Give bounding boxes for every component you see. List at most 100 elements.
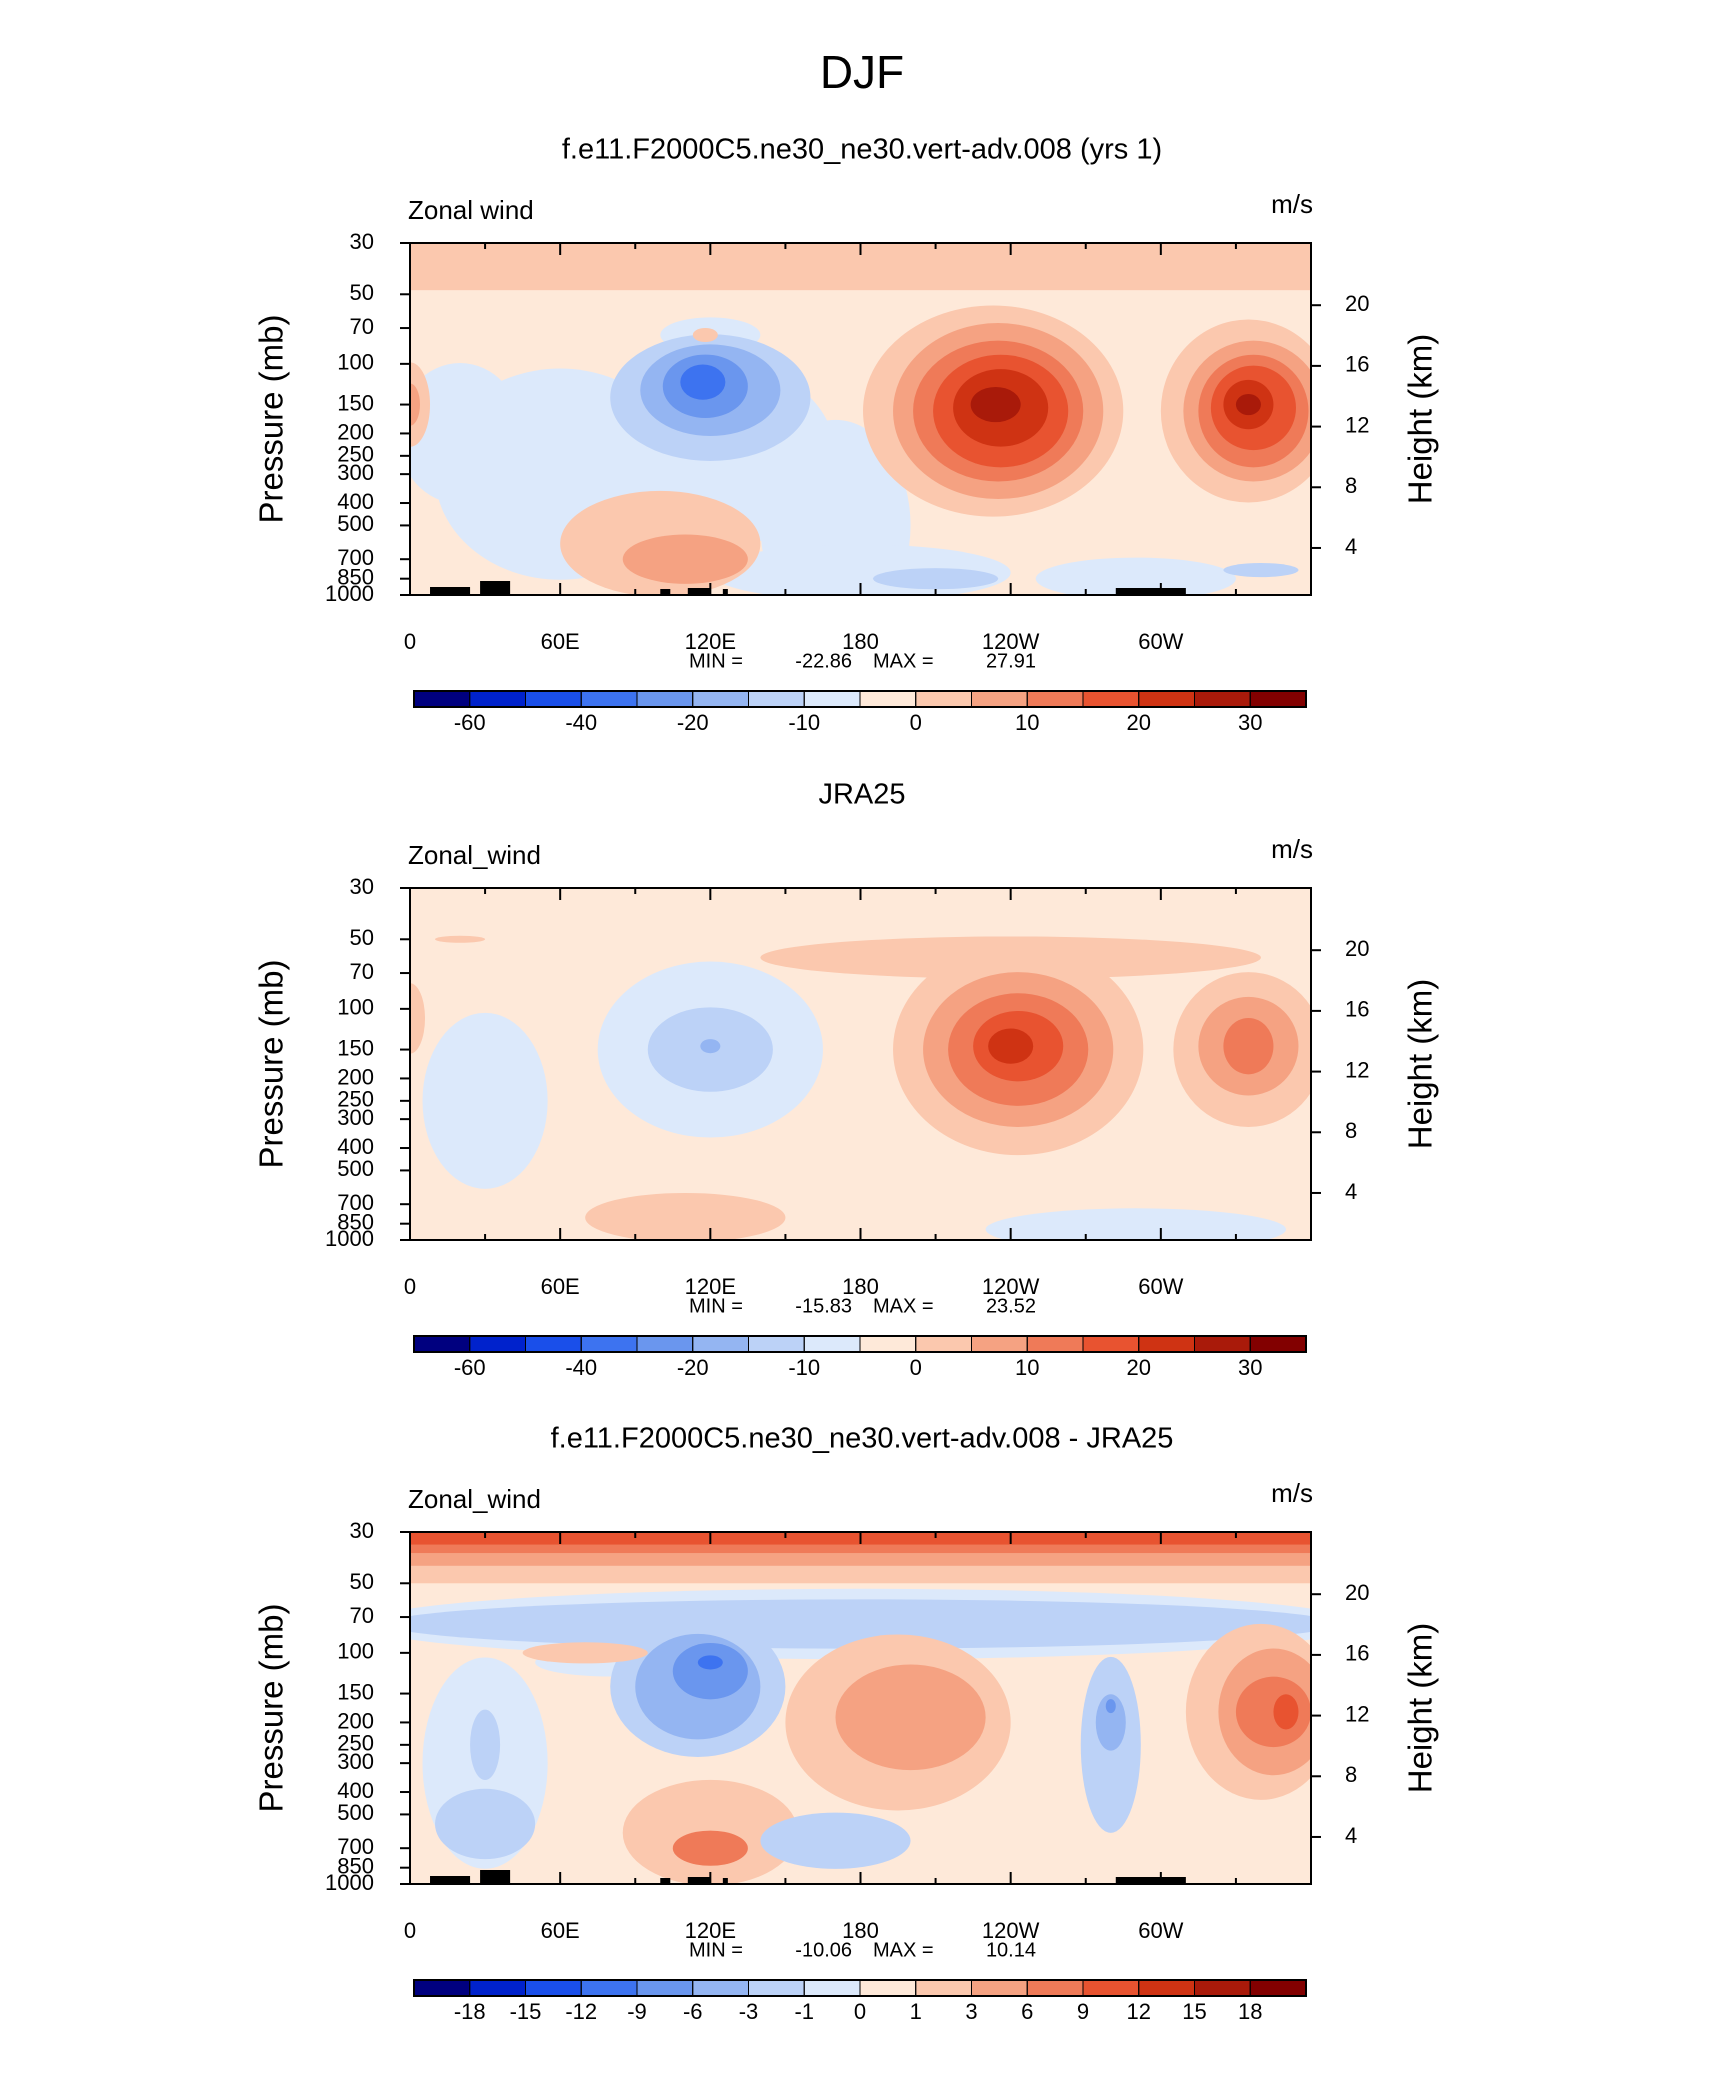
colorbar-box <box>859 1335 917 1353</box>
contour-fill <box>435 1788 536 1860</box>
contour-fill <box>522 1642 648 1664</box>
colorbar-label: -9 <box>627 1999 647 2024</box>
y2-tick-label: 4 <box>1345 1823 1357 1848</box>
y2-tick-label: 4 <box>1345 534 1357 559</box>
colorbar-box <box>1026 1979 1084 1997</box>
colorbar-label: 20 <box>1127 710 1151 735</box>
y2-tick-label: 12 <box>1345 1701 1369 1726</box>
y-axis-title: Pressure (mb) <box>253 314 290 523</box>
y-tick-label: 250 <box>337 442 374 467</box>
y-tick-label: 50 <box>350 925 374 950</box>
y-tick-label: 400 <box>337 1778 374 1803</box>
y-tick-label: 300 <box>337 1105 374 1130</box>
contour-fill <box>1223 563 1299 578</box>
colorbar-box <box>1026 690 1084 708</box>
colorbar-label: -20 <box>677 1355 709 1380</box>
y-tick-label: 850 <box>337 1853 374 1878</box>
y-tick-label: 30 <box>350 874 374 899</box>
y-tick-label: 100 <box>337 350 374 375</box>
colorbar-label: 6 <box>1021 1999 1033 2024</box>
contour-fill <box>692 327 718 343</box>
colorbar-box <box>580 1979 638 1997</box>
colorbar-box <box>859 1979 917 1997</box>
colorbar-box <box>636 1979 694 1997</box>
panel: f.e11.F2000C5.ne30_ne30.vert-adv.008 - J… <box>253 1423 1439 2024</box>
colorbar-label: 0 <box>910 710 922 735</box>
x-tick-label: 120W <box>982 1274 1040 1299</box>
colorbar-label: 30 <box>1238 1355 1262 1380</box>
y-tick-label: 150 <box>337 1679 374 1704</box>
y-tick-label: 250 <box>337 1087 374 1112</box>
x-tick-label: 180 <box>842 629 879 654</box>
colorbar-box <box>413 690 471 708</box>
x-tick-label: 180 <box>842 1274 879 1299</box>
min-value: -10.06 <box>795 1939 852 1961</box>
contour-fill <box>470 1709 501 1781</box>
colorbar-box <box>915 690 972 708</box>
colorbar-box <box>748 1335 805 1353</box>
y-tick-label: 250 <box>337 1731 374 1756</box>
contour-fill <box>1273 1694 1299 1730</box>
colorbar-label: -10 <box>788 710 820 735</box>
colorbar-label: -20 <box>677 710 709 735</box>
contour-fill <box>873 568 999 590</box>
colorbar-box <box>636 1335 694 1353</box>
contour-fill <box>410 983 426 1054</box>
min-value: -22.86 <box>795 650 852 672</box>
y-tick-label: 30 <box>350 1518 374 1543</box>
y2-axis-title: Height (km) <box>1402 334 1439 505</box>
y-tick-label: 700 <box>337 1190 374 1215</box>
y-tick-label: 100 <box>337 1639 374 1664</box>
colorbar-box <box>692 1335 749 1353</box>
max-value: 23.52 <box>986 1295 1036 1317</box>
colorbar-label: 10 <box>1015 1355 1039 1380</box>
colorbar-box <box>971 1979 1028 1997</box>
colorbar-label: 0 <box>910 1355 922 1380</box>
colorbar-box <box>469 690 526 708</box>
contour-fill <box>680 364 726 400</box>
colorbar-box <box>971 690 1028 708</box>
y-tick-label: 700 <box>337 1834 374 1859</box>
contour-fill <box>988 1028 1034 1064</box>
contour-field <box>410 888 1311 1240</box>
max-label: MAX = <box>873 1939 934 1961</box>
x-tick-label: 0 <box>404 629 416 654</box>
topography <box>660 1878 671 1884</box>
contour-fill <box>760 1812 911 1869</box>
max-label: MAX = <box>873 650 934 672</box>
y-tick-label: 50 <box>350 280 374 305</box>
contour-fill <box>835 1664 986 1771</box>
min-value: -15.83 <box>795 1295 852 1317</box>
colorbar-label: -12 <box>565 1999 597 2024</box>
y-axis-title: Pressure (mb) <box>253 959 290 1168</box>
colorbar-box <box>1194 690 1251 708</box>
contour-fill <box>697 1655 723 1670</box>
x-tick-label: 180 <box>842 1918 879 1943</box>
colorbar-box <box>1138 690 1195 708</box>
x-tick-label: 60W <box>1138 1274 1183 1299</box>
panel-title: JRA25 <box>818 779 905 811</box>
colorbar-label: -18 <box>454 1999 486 2024</box>
y2-tick-label: 12 <box>1345 1057 1369 1082</box>
colorbar-label: 3 <box>965 1999 977 2024</box>
colorbar-box <box>859 690 917 708</box>
colorbar-label: -15 <box>510 1999 542 2024</box>
x-tick-label: 60E <box>541 629 580 654</box>
y-tick-label: 70 <box>350 314 374 339</box>
y2-tick-label: 12 <box>1345 412 1369 437</box>
colorbar-box <box>915 1979 972 1997</box>
colorbar-box <box>748 1979 805 1997</box>
topography <box>430 587 471 595</box>
contour-fill <box>410 383 421 426</box>
contour-fill <box>1035 557 1236 595</box>
y-tick-label: 300 <box>337 460 374 485</box>
y-tick-label: 300 <box>337 1749 374 1774</box>
y-tick-label: 400 <box>337 1134 374 1159</box>
topography <box>1115 1877 1186 1884</box>
panel: f.e11.F2000C5.ne30_ne30.vert-adv.008 (yr… <box>253 134 1439 735</box>
y-tick-label: 1000 <box>325 1226 374 1251</box>
contour-field <box>410 243 1311 595</box>
contour-fill <box>410 363 523 504</box>
contour-fill <box>672 1643 748 1700</box>
panel: JRA25 Zonal_wind m/s 0 60E 120E 180 120W 60W 30 50… <box>253 779 1439 1380</box>
